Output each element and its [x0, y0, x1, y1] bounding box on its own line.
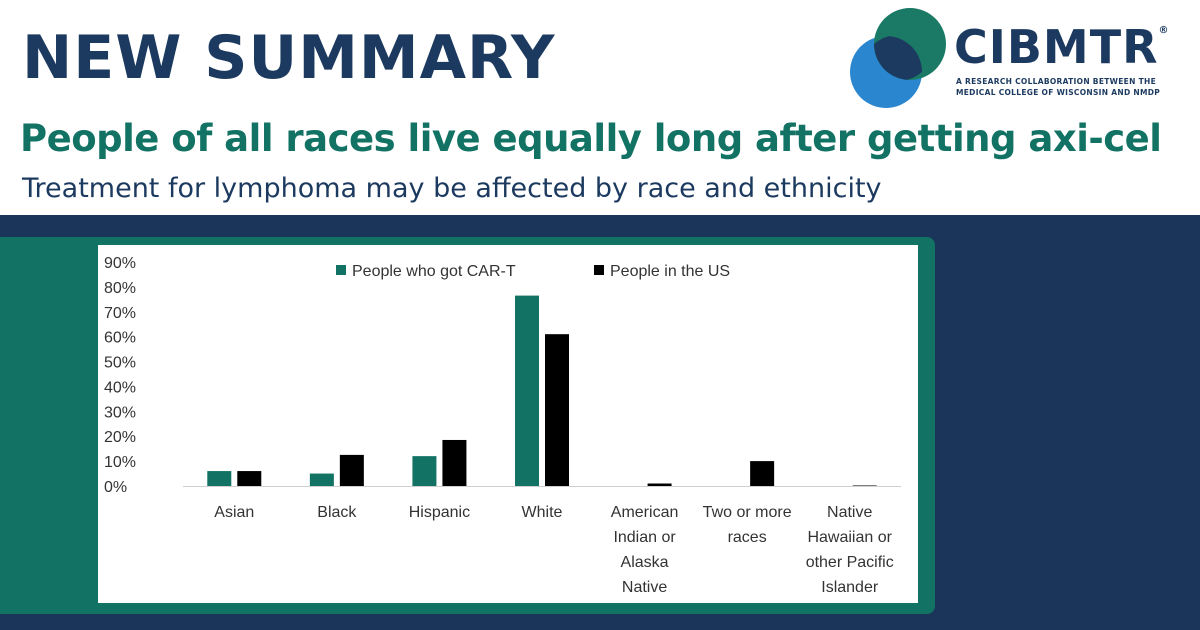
legend-swatch-us-population: [594, 265, 604, 275]
y-tick-label: 50%: [104, 355, 136, 372]
legend-swatch-car-t: [336, 265, 346, 275]
bar-us-population: [339, 454, 364, 486]
bar-us-population: [442, 439, 467, 486]
y-tick-label: 90%: [104, 255, 136, 272]
x-category-label-line: Black: [317, 504, 357, 521]
bar-car-t: [515, 295, 539, 486]
x-category-label-line: races: [728, 529, 767, 546]
x-category-label-line: Islander: [821, 579, 879, 596]
legend-label: People who got CAR-T: [352, 263, 516, 280]
x-category-label-line: Indian or: [613, 529, 676, 546]
x-category-label: American Indian or Alaska Native: [611, 504, 679, 596]
headline: NEW SUMMARY: [22, 23, 556, 93]
x-category-label-line: Alaska: [621, 554, 669, 571]
header-area: NEW SUMMARY CIBMTR® A RESEARCH COLLABORA…: [0, 0, 1200, 215]
logo-tagline: A RESEARCH COLLABORATION BETWEEN THE MED…: [956, 76, 1196, 98]
x-category-label-line: Hawaiian or: [807, 529, 892, 546]
bar-car-t: [412, 456, 437, 486]
logo-tagline-line1: A RESEARCH COLLABORATION BETWEEN THE: [956, 77, 1156, 86]
x-category-label-line: American: [611, 504, 679, 521]
x-category-label-line: Native: [622, 579, 667, 596]
bar-us-population: [545, 334, 569, 486]
x-category-label: White: [522, 504, 563, 521]
x-category-label-line: other Pacific: [806, 554, 894, 571]
logo-name: CIBMTR®: [954, 20, 1170, 74]
y-tick-label: 70%: [104, 305, 136, 322]
x-category-label: Two or more races: [703, 504, 792, 546]
tagline: Treatment for lymphoma may be affected b…: [22, 173, 882, 204]
y-tick-label: 20%: [104, 429, 136, 446]
bar-us-population: [647, 483, 672, 486]
x-category-label-line: Hispanic: [409, 504, 470, 521]
x-category-label-line: Two or more: [703, 504, 792, 521]
logo-circles-icon: [850, 8, 946, 108]
y-tick-label: 0%: [104, 479, 127, 496]
x-category-label: Hispanic: [409, 504, 470, 521]
logo-tagline-line2: MEDICAL COLLEGE OF WISCONSIN AND NMDP: [956, 88, 1161, 97]
y-tick-label: 60%: [104, 330, 136, 347]
x-category-label-line: White: [522, 504, 563, 521]
subtitle: People of all races live equally long af…: [20, 117, 1162, 160]
x-category-label: Asian: [214, 504, 254, 521]
y-tick-label: 40%: [104, 379, 136, 396]
chart-panel: 90% 80% 70% 60% 50% 40% 30% 20% 10% 0% Asian Black H…: [98, 245, 918, 603]
bar-us-population: [750, 461, 775, 486]
bar-us-population: [237, 471, 262, 486]
cibmtr-logo: CIBMTR® A RESEARCH COLLABORATION BETWEEN…: [846, 8, 1196, 108]
y-tick-label: 30%: [104, 404, 136, 421]
bar-car-t: [207, 471, 232, 486]
bar-car-t: [309, 473, 334, 486]
x-category-label: Black: [317, 504, 357, 521]
registered-mark: ®: [1158, 25, 1170, 36]
bar-chart: 90% 80% 70% 60% 50% 40% 30% 20% 10% 0% Asian Black H…: [104, 255, 901, 596]
legend-label: People in the US: [610, 263, 730, 280]
y-tick-label: 80%: [104, 280, 136, 297]
x-category-label-line: Asian: [214, 504, 254, 521]
x-category-label-line: Native: [827, 504, 872, 521]
y-tick-label: 10%: [104, 454, 136, 471]
x-category-label: Native Hawaiian or other Pacific Islander: [806, 504, 894, 596]
